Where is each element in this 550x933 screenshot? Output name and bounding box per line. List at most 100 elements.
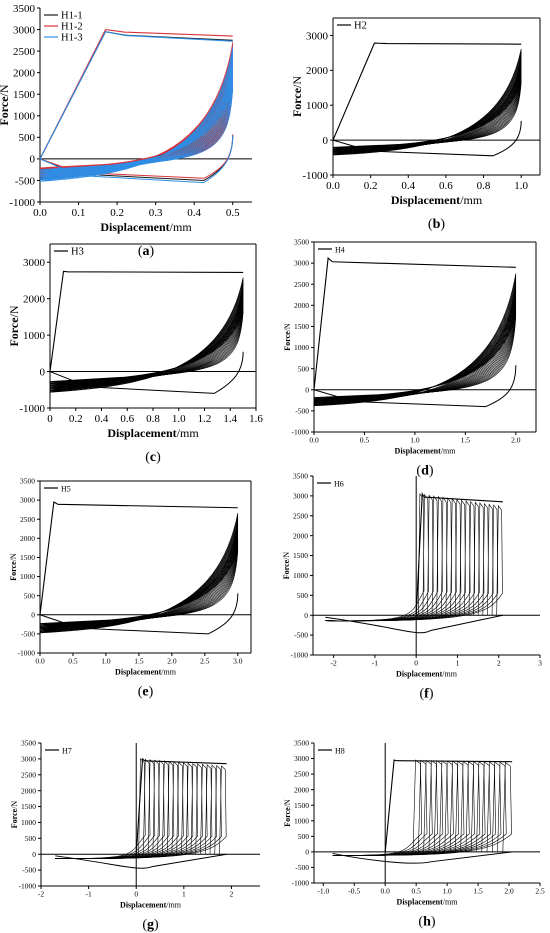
cycle-loop <box>39 56 234 175</box>
panel-label: (g) <box>142 918 159 933</box>
loading-envelope <box>49 270 244 372</box>
chart-panel-6: -2 -1 0 1 2 3 -1000 -500 0 500 1000 1500 2000 2500 300… <box>282 472 542 702</box>
cycle-loop <box>55 763 203 859</box>
x-axis-label: Displacement/mm <box>115 668 177 677</box>
cycle-loop <box>325 504 499 622</box>
cycle-loop <box>49 307 244 383</box>
cycle-loop <box>39 537 239 628</box>
return-path <box>49 351 244 394</box>
cycle-loop <box>39 85 234 171</box>
cycle-loop <box>332 80 522 148</box>
y-tick-label: 3500 <box>20 477 35 486</box>
x-tick-label: 0.5 <box>68 657 78 666</box>
x-tick-label: 1.2 <box>198 413 212 425</box>
x-tick-label: -1.0 <box>317 887 329 896</box>
cycle-loop <box>55 765 227 859</box>
x-tick-label: 0 <box>414 659 418 668</box>
x-tick-label: 0.4 <box>95 413 109 425</box>
x-tick-label: 2.0 <box>511 436 521 445</box>
legend-entry: H1-1 <box>61 11 83 22</box>
x-axis-label: Displacement/mm <box>100 220 192 234</box>
y-axis-label: Force/N <box>9 553 18 581</box>
cycle-loop <box>332 76 522 149</box>
y-tick-label: 0 <box>30 154 36 166</box>
cycle-loop <box>313 291 517 403</box>
cycle-loop <box>332 82 522 148</box>
y-tick-label: 0 <box>31 610 35 619</box>
y-tick-label: 2500 <box>294 770 309 779</box>
cycle-loop <box>55 760 175 859</box>
cycle-loop <box>39 526 239 630</box>
series-H3 <box>49 270 244 394</box>
cycle-loop <box>332 759 428 856</box>
y-tick-label: 3000 <box>294 259 309 268</box>
series-H4 <box>313 256 517 408</box>
return-path <box>325 614 503 634</box>
cycle-loop <box>332 66 522 152</box>
cycle-loop <box>39 66 234 177</box>
return-path <box>55 853 227 869</box>
cycle-loop <box>39 42 234 178</box>
y-tick-label: 1000 <box>20 572 35 581</box>
cycle-loop <box>313 311 517 399</box>
cycle-loop <box>49 305 244 384</box>
x-tick-label: 3 <box>538 659 542 668</box>
cycle-loop <box>49 301 244 385</box>
cycle-loop <box>325 502 489 622</box>
y-tick-label: 3000 <box>20 496 35 505</box>
cycle-loop <box>49 295 244 387</box>
cycle-loop <box>39 532 239 629</box>
x-tick-label: 1 <box>182 890 186 899</box>
y-tick-label: 1500 <box>294 801 309 810</box>
y-tick-label: 2000 <box>294 785 309 794</box>
cycle-loop <box>313 308 517 400</box>
y-tick-label: 500 <box>298 832 310 841</box>
cycle-loop <box>49 287 244 390</box>
cycle-loop <box>332 761 486 856</box>
x-tick-label: 0.0 <box>326 180 340 192</box>
cycle-loop <box>332 72 522 150</box>
y-tick-label: 2000 <box>13 68 36 80</box>
cycle-loop <box>332 48 522 156</box>
y-tick-label: 3000 <box>13 24 36 36</box>
panel-label: (f) <box>419 687 433 702</box>
cycle-loop <box>39 77 234 174</box>
x-tick-label: 0 <box>47 413 53 425</box>
y-tick-label: 1000 <box>293 571 308 580</box>
x-axis-label: Displacement/mm <box>395 447 457 456</box>
cycle-loop <box>332 761 512 856</box>
y-tick-label: 0 <box>32 850 36 859</box>
cycle-loop <box>332 78 522 149</box>
chart-panel-2: 0.0 0.2 0.4 0.6 0.8 1.0 -1000 0 1000 2000 3000 Disp… <box>290 17 541 232</box>
y-tick-label: -500 <box>294 631 308 640</box>
y-tick-label: 3500 <box>293 472 308 481</box>
cycle-loop <box>49 299 244 386</box>
x-tick-label: 0.4 <box>401 180 415 192</box>
cycle-loop <box>39 46 234 180</box>
y-tick-label: 2000 <box>306 65 329 77</box>
y-tick-label: 500 <box>19 132 36 144</box>
cycle-loop <box>39 53 234 176</box>
cycle-loop <box>313 283 517 405</box>
x-tick-label: 1.0 <box>101 657 111 666</box>
cycle-loop <box>313 298 517 402</box>
x-tick-label: 1.5 <box>461 436 471 445</box>
x-tick-label: 0.0 <box>33 207 47 219</box>
cycle-loop <box>332 60 522 153</box>
loading-envelope <box>39 31 233 160</box>
cycle-loop <box>49 311 244 382</box>
loading-envelope <box>39 31 233 160</box>
y-tick-label: -1000 <box>302 170 328 182</box>
x-tick-label: 0.0 <box>35 657 45 666</box>
y-tick-label: 1000 <box>23 330 46 342</box>
x-tick-label: 1.0 <box>410 436 420 445</box>
cycle-loop <box>39 47 234 177</box>
x-tick-label: 0.1 <box>72 207 86 219</box>
loading-envelope <box>39 501 238 615</box>
x-tick-label: 1.0 <box>514 180 528 192</box>
cycle-loop <box>49 293 244 388</box>
cycle-loop <box>332 62 522 153</box>
x-axis-label: Displacement/mm <box>391 193 483 207</box>
y-tick-label: 0 <box>304 611 308 620</box>
y-tick-label: -1000 <box>292 428 310 437</box>
